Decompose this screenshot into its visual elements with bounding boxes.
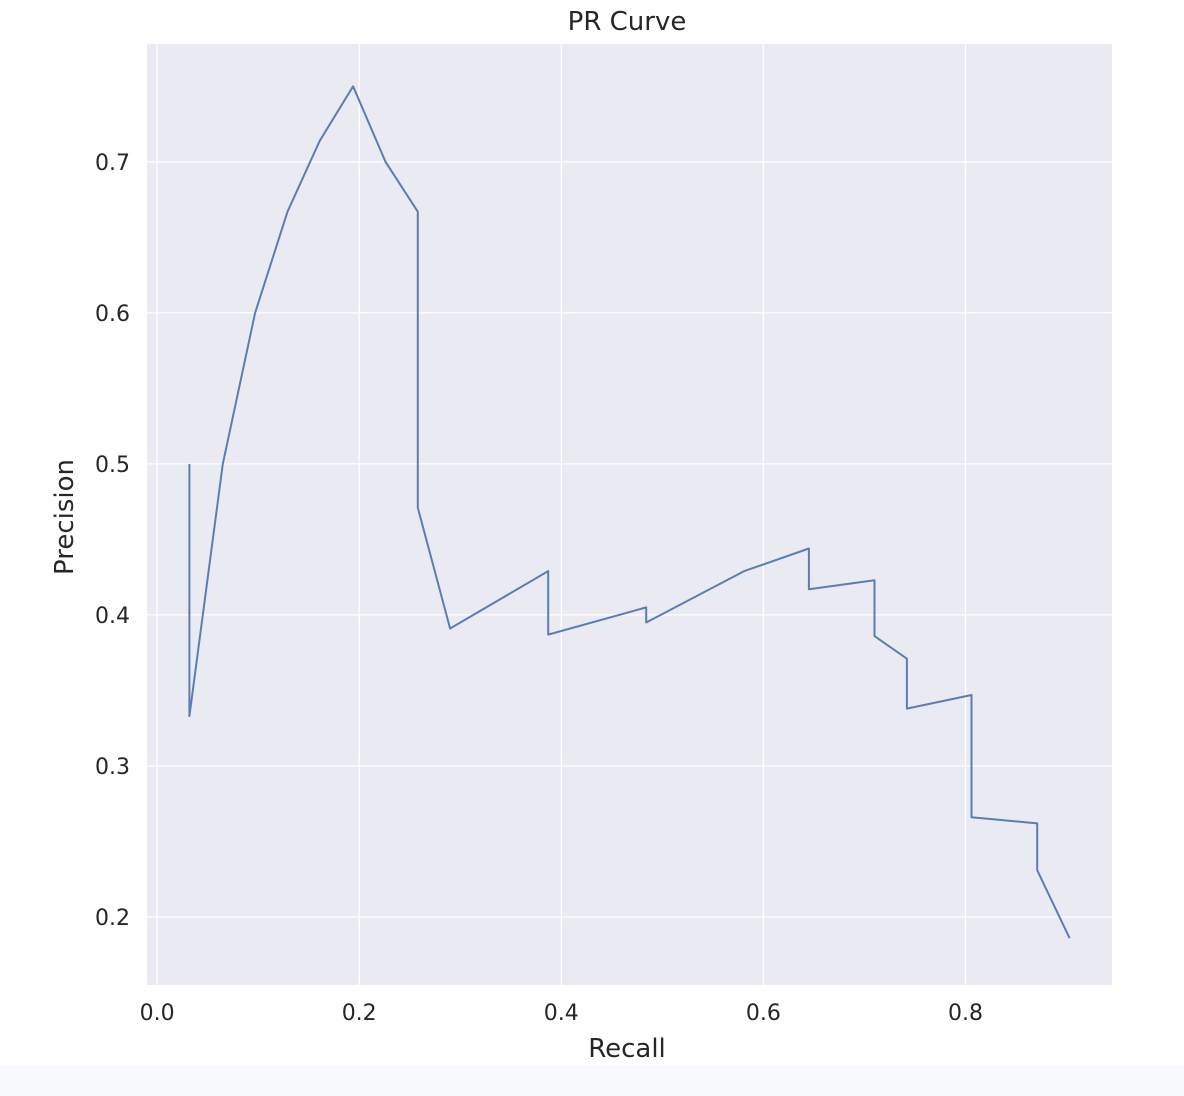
y-axis-label: Precision xyxy=(50,459,80,575)
bottom-strip xyxy=(0,1066,1184,1096)
grid-lines xyxy=(147,44,1112,985)
x-tick-label: 0.8 xyxy=(948,1001,983,1026)
x-tick-label: 0.4 xyxy=(544,1001,579,1026)
y-tick-label: 0.5 xyxy=(95,453,130,478)
pr-curve-line xyxy=(188,85,1071,939)
y-tick-label: 0.6 xyxy=(95,302,130,327)
x-tick-labels: 0.0 0.2 0.4 0.6 0.8 xyxy=(140,1001,983,1026)
x-tick-label: 0.2 xyxy=(342,1001,377,1026)
x-tick-label: 0.6 xyxy=(746,1001,781,1026)
y-tick-label: 0.4 xyxy=(95,604,130,629)
chart-title: PR Curve xyxy=(568,7,687,37)
series-layer xyxy=(188,85,1071,939)
plot-area xyxy=(147,44,1112,985)
x-axis-label: Recall xyxy=(588,1034,666,1064)
x-tick-label: 0.0 xyxy=(140,1001,175,1026)
y-tick-label: 0.3 xyxy=(95,755,130,780)
y-tick-label: 0.2 xyxy=(95,906,130,931)
pr-curve-figure: PR Curve 0.0 0.2 0.4 0.6 0.8 0.2 0.3 0.4 0.5 0.6… xyxy=(50,7,1112,1064)
y-tick-labels: 0.2 0.3 0.4 0.5 0.6 0.7 xyxy=(95,151,130,931)
y-tick-label: 0.7 xyxy=(95,151,130,176)
